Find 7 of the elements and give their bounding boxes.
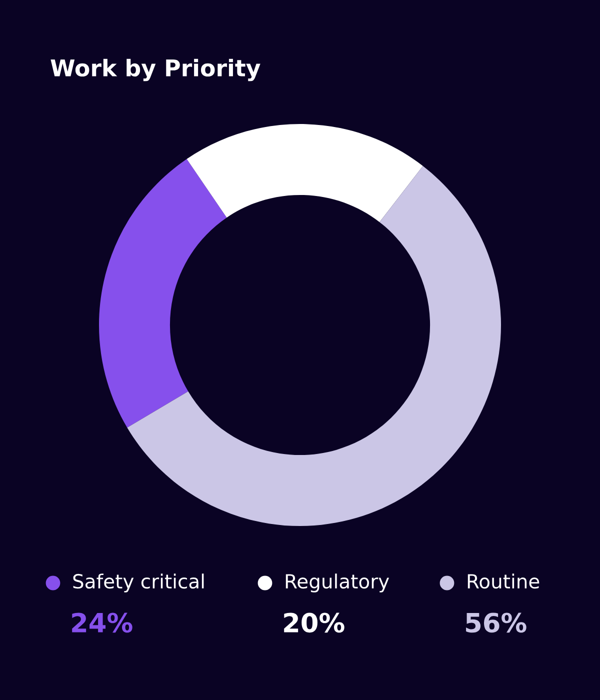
legend-label: Regulatory (286, 574, 390, 592)
data-label: 56% (466, 612, 526, 633)
legend-label: Routine (468, 574, 540, 589)
legend-label: Safety critical (73, 574, 204, 592)
data-label: 24% (72, 612, 132, 633)
chart-title: Work by Priority (50, 58, 260, 82)
data-label: 20% (284, 612, 344, 633)
